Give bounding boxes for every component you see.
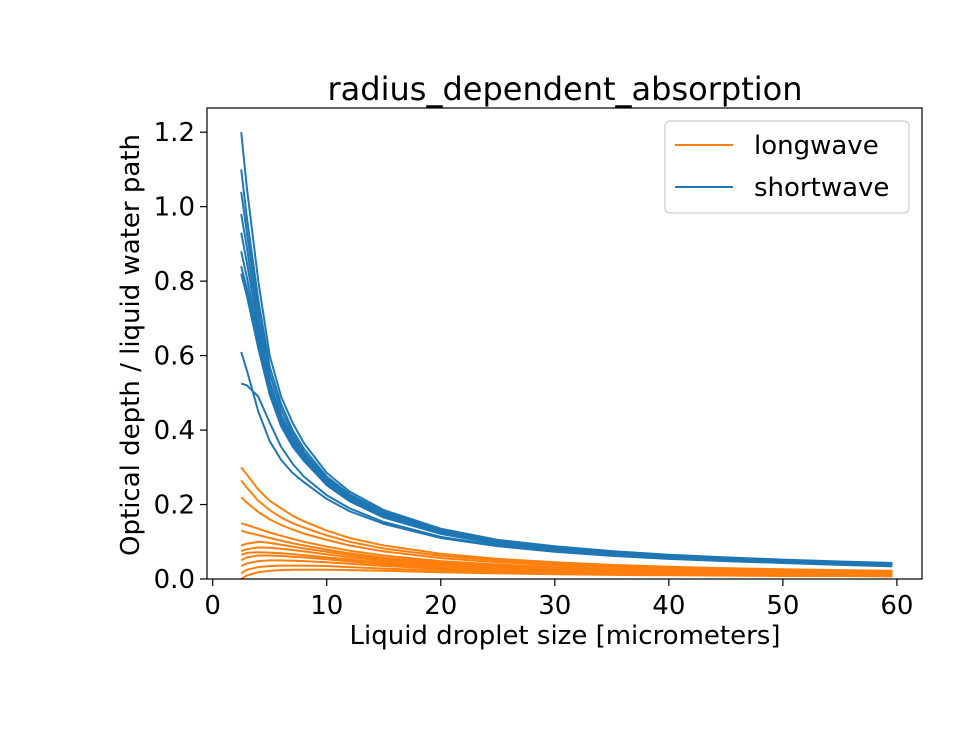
ticks-layer: 0 10 20 30 40 50 60 0.0 0.2 0.4 0.6 0.8 1.0 1.2 [154,118,914,621]
plot-frame [206,107,923,580]
series-layer [240,132,893,580]
legend-label-shortwave: shortwave [754,173,889,203]
y-tick-label: 0.6 [154,342,195,372]
series-line-longwave-12 [240,496,893,574]
series-line-shortwave-5 [240,251,893,567]
y-tick-label: 0.8 [154,267,195,297]
x-tick-label: 0 [204,591,221,621]
x-tick-label: 10 [310,591,343,621]
y-tick-label: 0.4 [154,416,195,446]
series-line-shortwave-2 [240,191,893,566]
series-line-shortwave-4 [240,232,893,566]
series-line-shortwave-9 [240,382,893,567]
y-tick-label: 0.0 [154,565,195,595]
y-tick-label: 1.0 [154,193,195,223]
x-axis-label: Liquid droplet size [micrometers] [350,621,781,651]
x-tick-label: 60 [880,591,913,621]
y-tick-label: 0.2 [154,491,195,521]
x-tick-label: 50 [766,591,799,621]
series-line-shortwave-7 [240,273,893,567]
legend-label-longwave: longwave [754,131,879,161]
series-line-shortwave-6 [240,265,893,567]
legend: longwave shortwave [664,120,910,214]
x-tick-label: 40 [652,591,685,621]
series-line-longwave-21 [240,568,893,580]
x-tick-label: 30 [538,591,571,621]
series-line-shortwave-3 [240,213,893,566]
y-tick-label: 1.2 [154,118,195,148]
y-axis-label: Optical depth / liquid water path [116,134,146,556]
x-tick-label: 20 [424,591,457,621]
chart-title: radius_dependent_absorption [328,70,803,108]
